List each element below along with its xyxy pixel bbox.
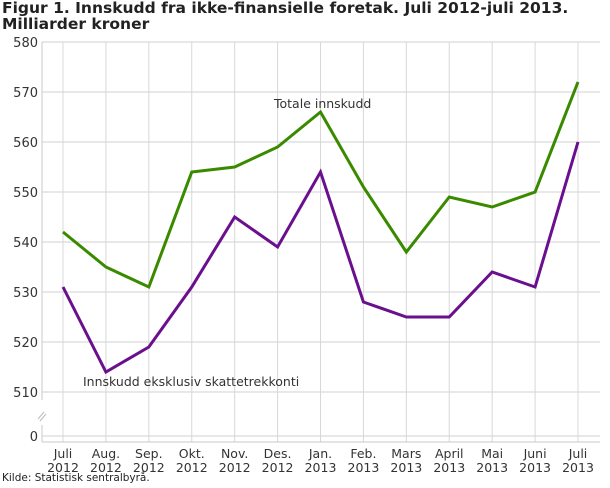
x-tick-label: 2012 bbox=[47, 460, 79, 475]
x-tick-label: Okt. bbox=[179, 446, 205, 461]
y-tick-label: 570 bbox=[13, 86, 38, 101]
x-tick-label: 2013 bbox=[562, 460, 594, 475]
x-tick-label: 2013 bbox=[519, 460, 551, 475]
x-tick-label: 2013 bbox=[433, 460, 465, 475]
x-tick-label: Juli bbox=[568, 446, 588, 461]
x-tick-label: 2013 bbox=[390, 460, 422, 475]
x-tick-label: April bbox=[435, 446, 464, 461]
chart-title: Figur 1. Innskudd fra ikke-finansielle f… bbox=[2, 0, 569, 33]
x-tick-label: Mai bbox=[481, 446, 503, 461]
source-note: Kilde: Statistisk sentralbyrå. bbox=[2, 472, 150, 484]
x-tick-label: 2012 bbox=[176, 460, 208, 475]
x-tick-label: Mars bbox=[391, 446, 421, 461]
x-tick-label: Feb. bbox=[350, 446, 376, 461]
y-tick-label: 520 bbox=[13, 336, 38, 351]
y-tick-label: 510 bbox=[13, 386, 38, 401]
y-tick-label: 550 bbox=[13, 186, 38, 201]
x-tick-label: Sep. bbox=[135, 446, 163, 461]
x-tick-label: Juni bbox=[523, 446, 547, 461]
x-tick-label: 2012 bbox=[90, 460, 122, 475]
x-tick-label: Juli bbox=[53, 446, 73, 461]
y-tick-label: 560 bbox=[13, 136, 38, 151]
series-label: Totale innskudd bbox=[273, 96, 371, 111]
y-tick-label: 0 bbox=[30, 430, 38, 445]
x-tick-label: 2013 bbox=[476, 460, 508, 475]
x-tick-label: Des. bbox=[264, 446, 292, 461]
x-tick-label: 2012 bbox=[262, 460, 294, 475]
y-tick-label: 540 bbox=[13, 236, 38, 251]
x-tick-label: 2013 bbox=[348, 460, 380, 475]
series-label: Innskudd eksklusiv skattetrekkonti bbox=[83, 374, 299, 389]
x-tick-label: 2013 bbox=[305, 460, 337, 475]
x-tick-label: Aug. bbox=[92, 446, 120, 461]
y-tick-label: 580 bbox=[13, 36, 38, 51]
axis-break-icon bbox=[37, 411, 45, 420]
y-tick-label: 530 bbox=[13, 286, 38, 301]
x-tick-label: 2012 bbox=[219, 460, 251, 475]
x-tick-label: Nov. bbox=[221, 446, 248, 461]
axis-break-icon bbox=[39, 413, 47, 422]
x-tick-label: 2012 bbox=[133, 460, 165, 475]
x-tick-label: Jan. bbox=[308, 446, 332, 461]
